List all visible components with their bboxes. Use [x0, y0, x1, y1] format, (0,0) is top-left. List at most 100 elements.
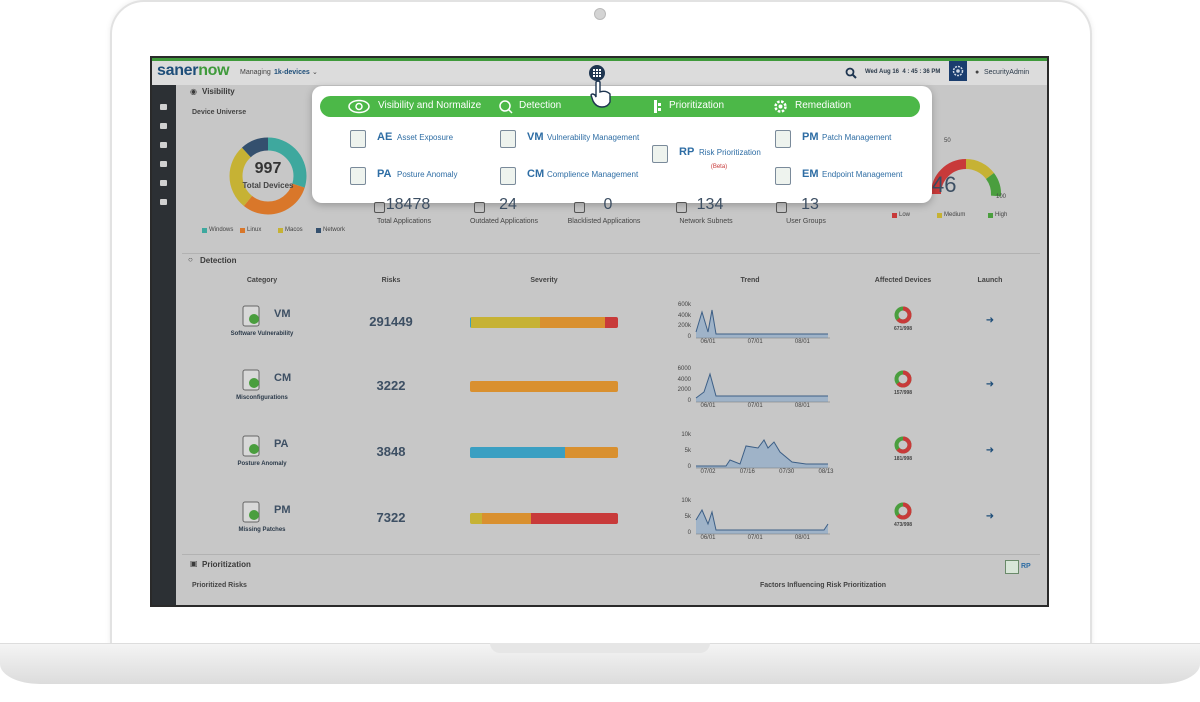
settings-button[interactable] — [949, 61, 967, 81]
card-title: Prioritized Risks — [192, 582, 247, 589]
trend-y-label: 0 — [687, 398, 691, 404]
menu-item-label[interactable]: Asset Exposure — [397, 133, 454, 142]
menu-item-label[interactable]: Patch Management — [822, 133, 892, 142]
stat-label: Network Subnets — [679, 218, 733, 225]
trend-area — [696, 440, 828, 468]
menu-item-code[interactable]: VM — [527, 131, 544, 143]
nav-icon[interactable] — [160, 199, 167, 205]
donut-ring — [894, 306, 912, 324]
nav-icon[interactable] — [160, 104, 167, 110]
trend-x-label: 07/02 — [700, 469, 716, 475]
menu-item-code[interactable]: EM — [802, 168, 819, 180]
affected-donut — [894, 306, 912, 324]
nav-icon[interactable] — [160, 161, 167, 167]
trend-x-label: 07/30 — [779, 469, 795, 475]
menu-item-label[interactable]: Vulnerability Management — [547, 133, 640, 142]
menu-item-label[interactable]: Endpoint Management — [822, 170, 903, 179]
stat-icon — [474, 202, 485, 213]
legend-label: Network — [323, 227, 346, 233]
trend-y-label: 6000 — [677, 366, 691, 372]
stat-value: 24 — [499, 196, 517, 213]
donut-ring — [894, 436, 912, 454]
screen: sanernow Managing 1k-devices ⌄ Wed Aug 1… — [150, 56, 1049, 607]
trend-y-label: 10k — [681, 498, 691, 504]
stat-icon — [776, 202, 787, 213]
affected-label: 671/998 — [893, 326, 913, 332]
app-menu: Visibility and Normalize Detection Prior… — [312, 86, 932, 203]
menu-item-icon — [775, 167, 791, 185]
launch-button[interactable]: ➜ — [985, 315, 995, 326]
account-select[interactable]: 1k-devices — [274, 69, 310, 76]
stat-icon — [676, 202, 687, 213]
menu-item-code[interactable]: RP — [679, 146, 695, 158]
legend-swatch — [240, 228, 245, 233]
tab-icon — [499, 100, 513, 114]
icon-dot — [249, 510, 259, 520]
sidebar — [152, 85, 176, 605]
severity-segment — [564, 447, 618, 458]
menu-item-label[interactable]: Complience Management — [547, 170, 639, 179]
user-menu[interactable]: SecurityAdmin — [984, 69, 1030, 76]
severity-segment — [471, 317, 540, 328]
trend-x-label: 08/01 — [794, 535, 810, 541]
trend-chart — [695, 309, 830, 339]
menu-tab[interactable]: Remediation — [795, 100, 852, 111]
trend-line — [695, 508, 829, 531]
category-label: Missing Patches — [238, 527, 286, 533]
rp-badge[interactable]: RP — [1021, 563, 1031, 570]
launch-button[interactable]: ➜ — [985, 511, 995, 522]
legend-swatch — [892, 213, 897, 218]
column-header: Launch — [977, 277, 1003, 284]
menu-item-code[interactable]: CM — [527, 168, 545, 180]
stat-value: 18478 — [385, 196, 431, 213]
risk-count: 3848 — [376, 444, 406, 459]
stat-value: 134 — [696, 196, 724, 213]
menu-tab[interactable]: Detection — [519, 100, 562, 111]
severity-bar — [470, 381, 618, 392]
launch-button[interactable]: ➜ — [985, 379, 995, 390]
section-icon: ▣ — [190, 559, 198, 568]
camera — [594, 8, 606, 20]
trend-y-label: 400k — [677, 312, 691, 319]
menu-tab[interactable]: Visibility and Normalize — [378, 100, 482, 111]
total-devices: 997 — [254, 160, 282, 177]
icon-dot — [249, 378, 259, 388]
menu-item-code[interactable]: PM — [802, 131, 819, 143]
trend-y-label: 5k — [684, 448, 691, 454]
risk-gauge — [931, 159, 1002, 197]
card-title: Factors Influencing Risk Prioritization — [760, 582, 887, 589]
trend-x-label: 07/01 — [747, 535, 763, 541]
trend-chart — [695, 372, 830, 403]
launch-button[interactable]: ➜ — [985, 445, 995, 456]
nav-icon[interactable] — [160, 142, 167, 148]
trend-x-label: 08/13 — [818, 469, 834, 475]
menu-item-code[interactable]: PA — [377, 168, 392, 180]
column-header: Risks — [381, 277, 401, 284]
category-icon — [242, 369, 260, 391]
hand-cursor — [590, 80, 611, 108]
menu-tab[interactable]: Prioritization — [669, 100, 725, 111]
severity-segment — [470, 513, 482, 524]
trend-area — [696, 374, 828, 402]
trend-x-label: 06/01 — [700, 535, 716, 541]
menu-item-label[interactable]: Risk Prioritization — [699, 148, 761, 157]
severity-bar — [470, 513, 618, 524]
tab-icon — [654, 100, 661, 113]
app-grid-button[interactable] — [588, 64, 606, 82]
menu-item-label[interactable]: Posture Anomaly — [397, 170, 458, 179]
menu-item-code[interactable]: AE — [377, 131, 393, 143]
category-label: Software Vulnerability — [230, 331, 294, 337]
severity-segment — [470, 381, 618, 392]
brand: sanernow — [157, 62, 230, 80]
affected-donut — [894, 370, 912, 388]
nav-icon[interactable] — [160, 180, 167, 186]
legend-swatch — [316, 228, 321, 233]
trend-line — [695, 309, 828, 335]
search-icon[interactable] — [845, 67, 857, 79]
trend-x-label: 06/01 — [700, 403, 716, 409]
affected-label: 181/998 — [893, 456, 913, 462]
menu-tab-bar: Visibility and Normalize Detection Prior… — [320, 96, 920, 117]
category-code: CM — [274, 372, 292, 384]
nav-icon[interactable] — [160, 123, 167, 129]
